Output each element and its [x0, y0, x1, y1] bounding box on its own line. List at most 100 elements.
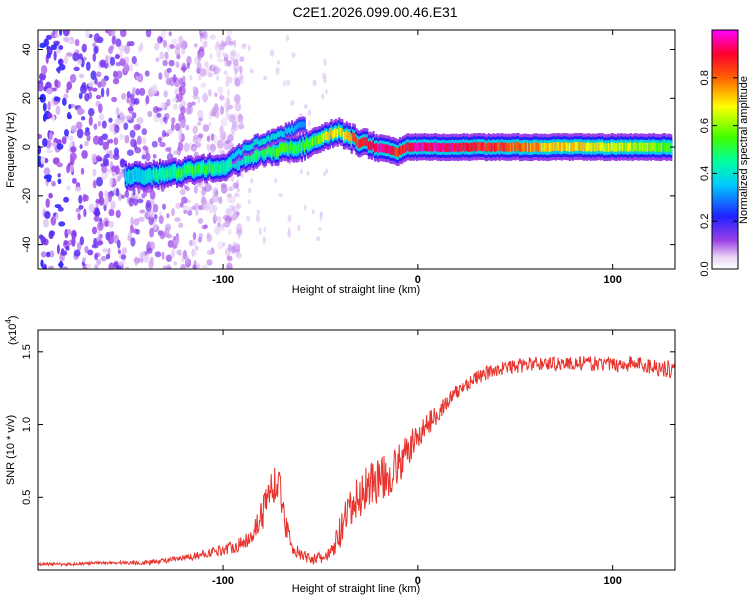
ridge-cell: [308, 139, 311, 149]
noise-blob: [148, 215, 155, 226]
noise-blob: [202, 264, 208, 269]
noise-blob: [96, 176, 103, 187]
ridge-cell: [559, 142, 562, 152]
noise-blob: [171, 38, 178, 44]
ridge-cell: [571, 142, 575, 152]
noise-blob: [121, 247, 128, 255]
ridge-cell: [423, 142, 427, 151]
ridge-cell: [419, 142, 422, 152]
noise-blob: [214, 92, 218, 98]
ridge-cell: [614, 142, 617, 152]
ridge-cell: [227, 160, 230, 170]
ridge-cell: [191, 166, 194, 175]
ridge-cell: [481, 142, 484, 152]
noise-blob: [178, 35, 184, 46]
noise-blob: [113, 261, 119, 268]
noise-blob: [115, 106, 120, 116]
noise-blob: [44, 158, 49, 163]
ridge-cell: [409, 143, 413, 152]
ridge-cell: [464, 142, 467, 152]
noise-blob: [157, 136, 162, 144]
noise-blob: [234, 242, 238, 248]
noise-blob: [149, 227, 155, 238]
ridge-branch-cell: [297, 122, 300, 129]
ridge-cell: [316, 136, 319, 145]
noise-blob: [319, 211, 323, 217]
noise-blob: [123, 63, 130, 72]
noise-blob: [116, 239, 121, 249]
noise-blob: [130, 224, 134, 234]
ridge-cell: [321, 133, 324, 143]
noise-blob: [233, 68, 239, 76]
ridge-cell: [590, 143, 593, 152]
noise-blob: [178, 85, 186, 96]
noise-blob: [307, 109, 312, 116]
noise-blob: [274, 178, 277, 184]
noise-blob: [72, 231, 77, 237]
ridge-cell: [470, 142, 473, 152]
ridge-cell: [447, 143, 450, 152]
noise-blob: [98, 190, 104, 199]
ridge-cell: [374, 143, 377, 153]
ridge-cell: [331, 130, 335, 140]
ridge-cell: [539, 142, 542, 152]
noise-blob: [108, 220, 114, 228]
noise-blob: [105, 54, 109, 64]
noise-blob: [230, 175, 235, 183]
ridge-cell: [296, 144, 299, 154]
ridge-cell: [436, 143, 439, 152]
ridge-cell: [623, 142, 626, 152]
noise-blob: [84, 130, 91, 137]
ridge-cell: [517, 141, 520, 151]
noise-blob: [160, 101, 166, 110]
ridge-cell: [154, 170, 157, 180]
noise-blob: [228, 76, 233, 84]
ridge-branch-cell: [266, 136, 269, 143]
ridge-cell: [398, 146, 402, 155]
noise-blob: [287, 230, 292, 238]
ridge-cell: [216, 163, 219, 173]
ridge-branch-cell: [287, 126, 291, 133]
ridge-branch-cell: [244, 144, 247, 151]
ridge-cell: [243, 152, 246, 161]
ridge-branch-cell: [272, 133, 275, 140]
spectrogram-y-tick-label: 40: [21, 43, 33, 55]
noise-blob: [324, 168, 329, 174]
noise-blob: [40, 65, 48, 75]
noise-blob: [175, 43, 181, 50]
ridge-cell: [392, 146, 395, 155]
noise-blob: [153, 213, 158, 220]
noise-blob: [48, 231, 54, 240]
ridge-cell: [303, 142, 307, 152]
noise-blob: [84, 140, 89, 147]
noise-blob: [235, 52, 240, 60]
noise-blob: [145, 202, 152, 212]
ridge-branch-cell: [231, 153, 235, 160]
colorbar-label: Normalized spectral amplitude: [738, 76, 750, 224]
noise-blob: [220, 105, 224, 115]
noise-blob: [43, 167, 51, 176]
noise-blob: [276, 60, 281, 65]
noise-blob: [158, 210, 163, 216]
snr-plot-area: [38, 330, 675, 570]
noise-blob: [166, 44, 171, 52]
noise-blob: [109, 176, 113, 187]
ridge-cell: [353, 133, 356, 143]
ridge-cell: [330, 128, 333, 137]
noise-blob: [147, 110, 153, 118]
noise-blob: [68, 114, 72, 120]
noise-blob: [173, 150, 180, 155]
ridge-cell: [426, 142, 430, 152]
noise-blob: [123, 44, 131, 55]
noise-blob: [236, 228, 243, 236]
ridge-cell: [431, 142, 434, 152]
noise-blob: [297, 224, 301, 232]
ridge-cell: [645, 142, 648, 152]
noise-blob: [78, 92, 83, 100]
noise-blob: [121, 194, 125, 199]
noise-blob: [188, 206, 193, 212]
ridge-cell: [628, 143, 631, 152]
ridge-cell: [210, 164, 213, 173]
ridge-cell: [601, 141, 604, 151]
ridge-cell: [182, 167, 185, 177]
